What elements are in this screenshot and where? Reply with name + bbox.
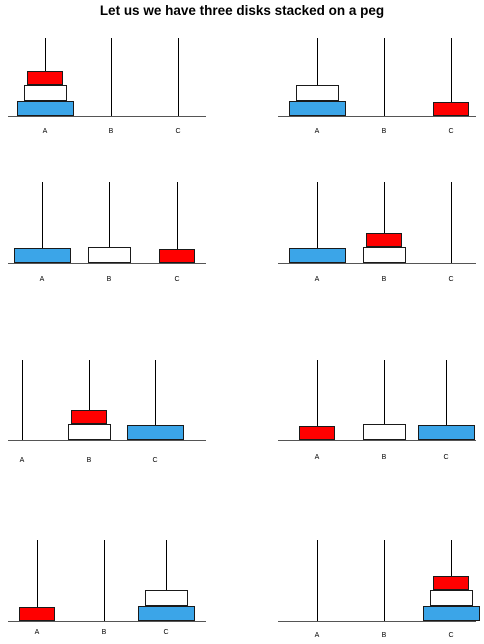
peg-label-b: B bbox=[106, 276, 112, 283]
peg-b bbox=[104, 540, 105, 621]
peg-a bbox=[37, 540, 38, 621]
large-disk bbox=[14, 248, 71, 263]
peg-label-c: C bbox=[448, 632, 454, 639]
medium-disk bbox=[296, 85, 339, 101]
peg-b bbox=[384, 38, 385, 116]
peg-a bbox=[317, 182, 318, 263]
base-line bbox=[8, 116, 206, 117]
small-disk bbox=[433, 576, 469, 590]
small-disk bbox=[27, 71, 63, 85]
peg-label-c: C bbox=[448, 276, 454, 283]
peg-c bbox=[446, 360, 447, 440]
peg-b bbox=[384, 540, 385, 621]
peg-label-a: A bbox=[39, 276, 45, 283]
peg-a bbox=[317, 360, 318, 440]
peg-label-a: A bbox=[42, 128, 48, 135]
large-disk bbox=[138, 606, 195, 621]
peg-b bbox=[89, 360, 90, 440]
peg-b bbox=[384, 182, 385, 263]
peg-label-b: B bbox=[381, 276, 387, 283]
base-line bbox=[8, 621, 206, 622]
peg-label-a: A bbox=[34, 629, 40, 636]
large-disk bbox=[289, 248, 346, 263]
peg-label-b: B bbox=[381, 632, 387, 639]
base-line bbox=[8, 440, 206, 441]
small-disk bbox=[159, 249, 195, 263]
peg-c bbox=[177, 182, 178, 263]
small-disk bbox=[19, 607, 55, 621]
large-disk bbox=[127, 425, 184, 440]
peg-c bbox=[178, 38, 179, 116]
peg-c bbox=[155, 360, 156, 440]
base-line bbox=[278, 116, 476, 117]
base-line bbox=[278, 621, 476, 622]
peg-label-b: B bbox=[381, 454, 387, 461]
peg-label-a: A bbox=[314, 128, 320, 135]
peg-label-b: B bbox=[101, 629, 107, 636]
medium-disk bbox=[363, 247, 406, 263]
peg-label-a: A bbox=[314, 632, 320, 639]
peg-a bbox=[317, 38, 318, 116]
peg-label-c: C bbox=[152, 457, 158, 464]
medium-disk bbox=[68, 424, 111, 440]
peg-label-b: B bbox=[86, 457, 92, 464]
base-line bbox=[278, 440, 476, 441]
peg-label-c: C bbox=[443, 454, 449, 461]
peg-label-b: B bbox=[108, 128, 114, 135]
peg-a bbox=[317, 540, 318, 621]
medium-disk bbox=[363, 424, 406, 440]
peg-label-a: A bbox=[314, 276, 320, 283]
base-line bbox=[8, 263, 206, 264]
small-disk bbox=[433, 102, 469, 116]
large-disk bbox=[423, 606, 480, 621]
medium-disk bbox=[24, 85, 67, 101]
peg-label-c: C bbox=[175, 128, 181, 135]
medium-disk bbox=[145, 590, 188, 606]
large-disk bbox=[17, 101, 74, 116]
large-disk bbox=[289, 101, 346, 116]
peg-label-c: C bbox=[448, 128, 454, 135]
medium-disk bbox=[88, 247, 131, 263]
base-line bbox=[278, 263, 476, 264]
peg-c bbox=[451, 182, 452, 263]
peg-c bbox=[451, 38, 452, 116]
peg-b bbox=[109, 182, 110, 263]
peg-b bbox=[111, 38, 112, 116]
small-disk bbox=[299, 426, 335, 440]
medium-disk bbox=[430, 590, 473, 606]
small-disk bbox=[366, 233, 402, 247]
page-title: Let us we have three disks stacked on a … bbox=[99, 3, 385, 18]
peg-label-a: A bbox=[19, 457, 25, 464]
peg-label-c: C bbox=[174, 276, 180, 283]
peg-c bbox=[166, 540, 167, 621]
peg-label-b: B bbox=[381, 128, 387, 135]
large-disk bbox=[418, 425, 475, 440]
peg-a bbox=[42, 182, 43, 263]
peg-label-c: C bbox=[163, 629, 169, 636]
peg-b bbox=[384, 360, 385, 440]
peg-a bbox=[22, 360, 23, 440]
small-disk bbox=[71, 410, 107, 424]
peg-label-a: A bbox=[314, 454, 320, 461]
